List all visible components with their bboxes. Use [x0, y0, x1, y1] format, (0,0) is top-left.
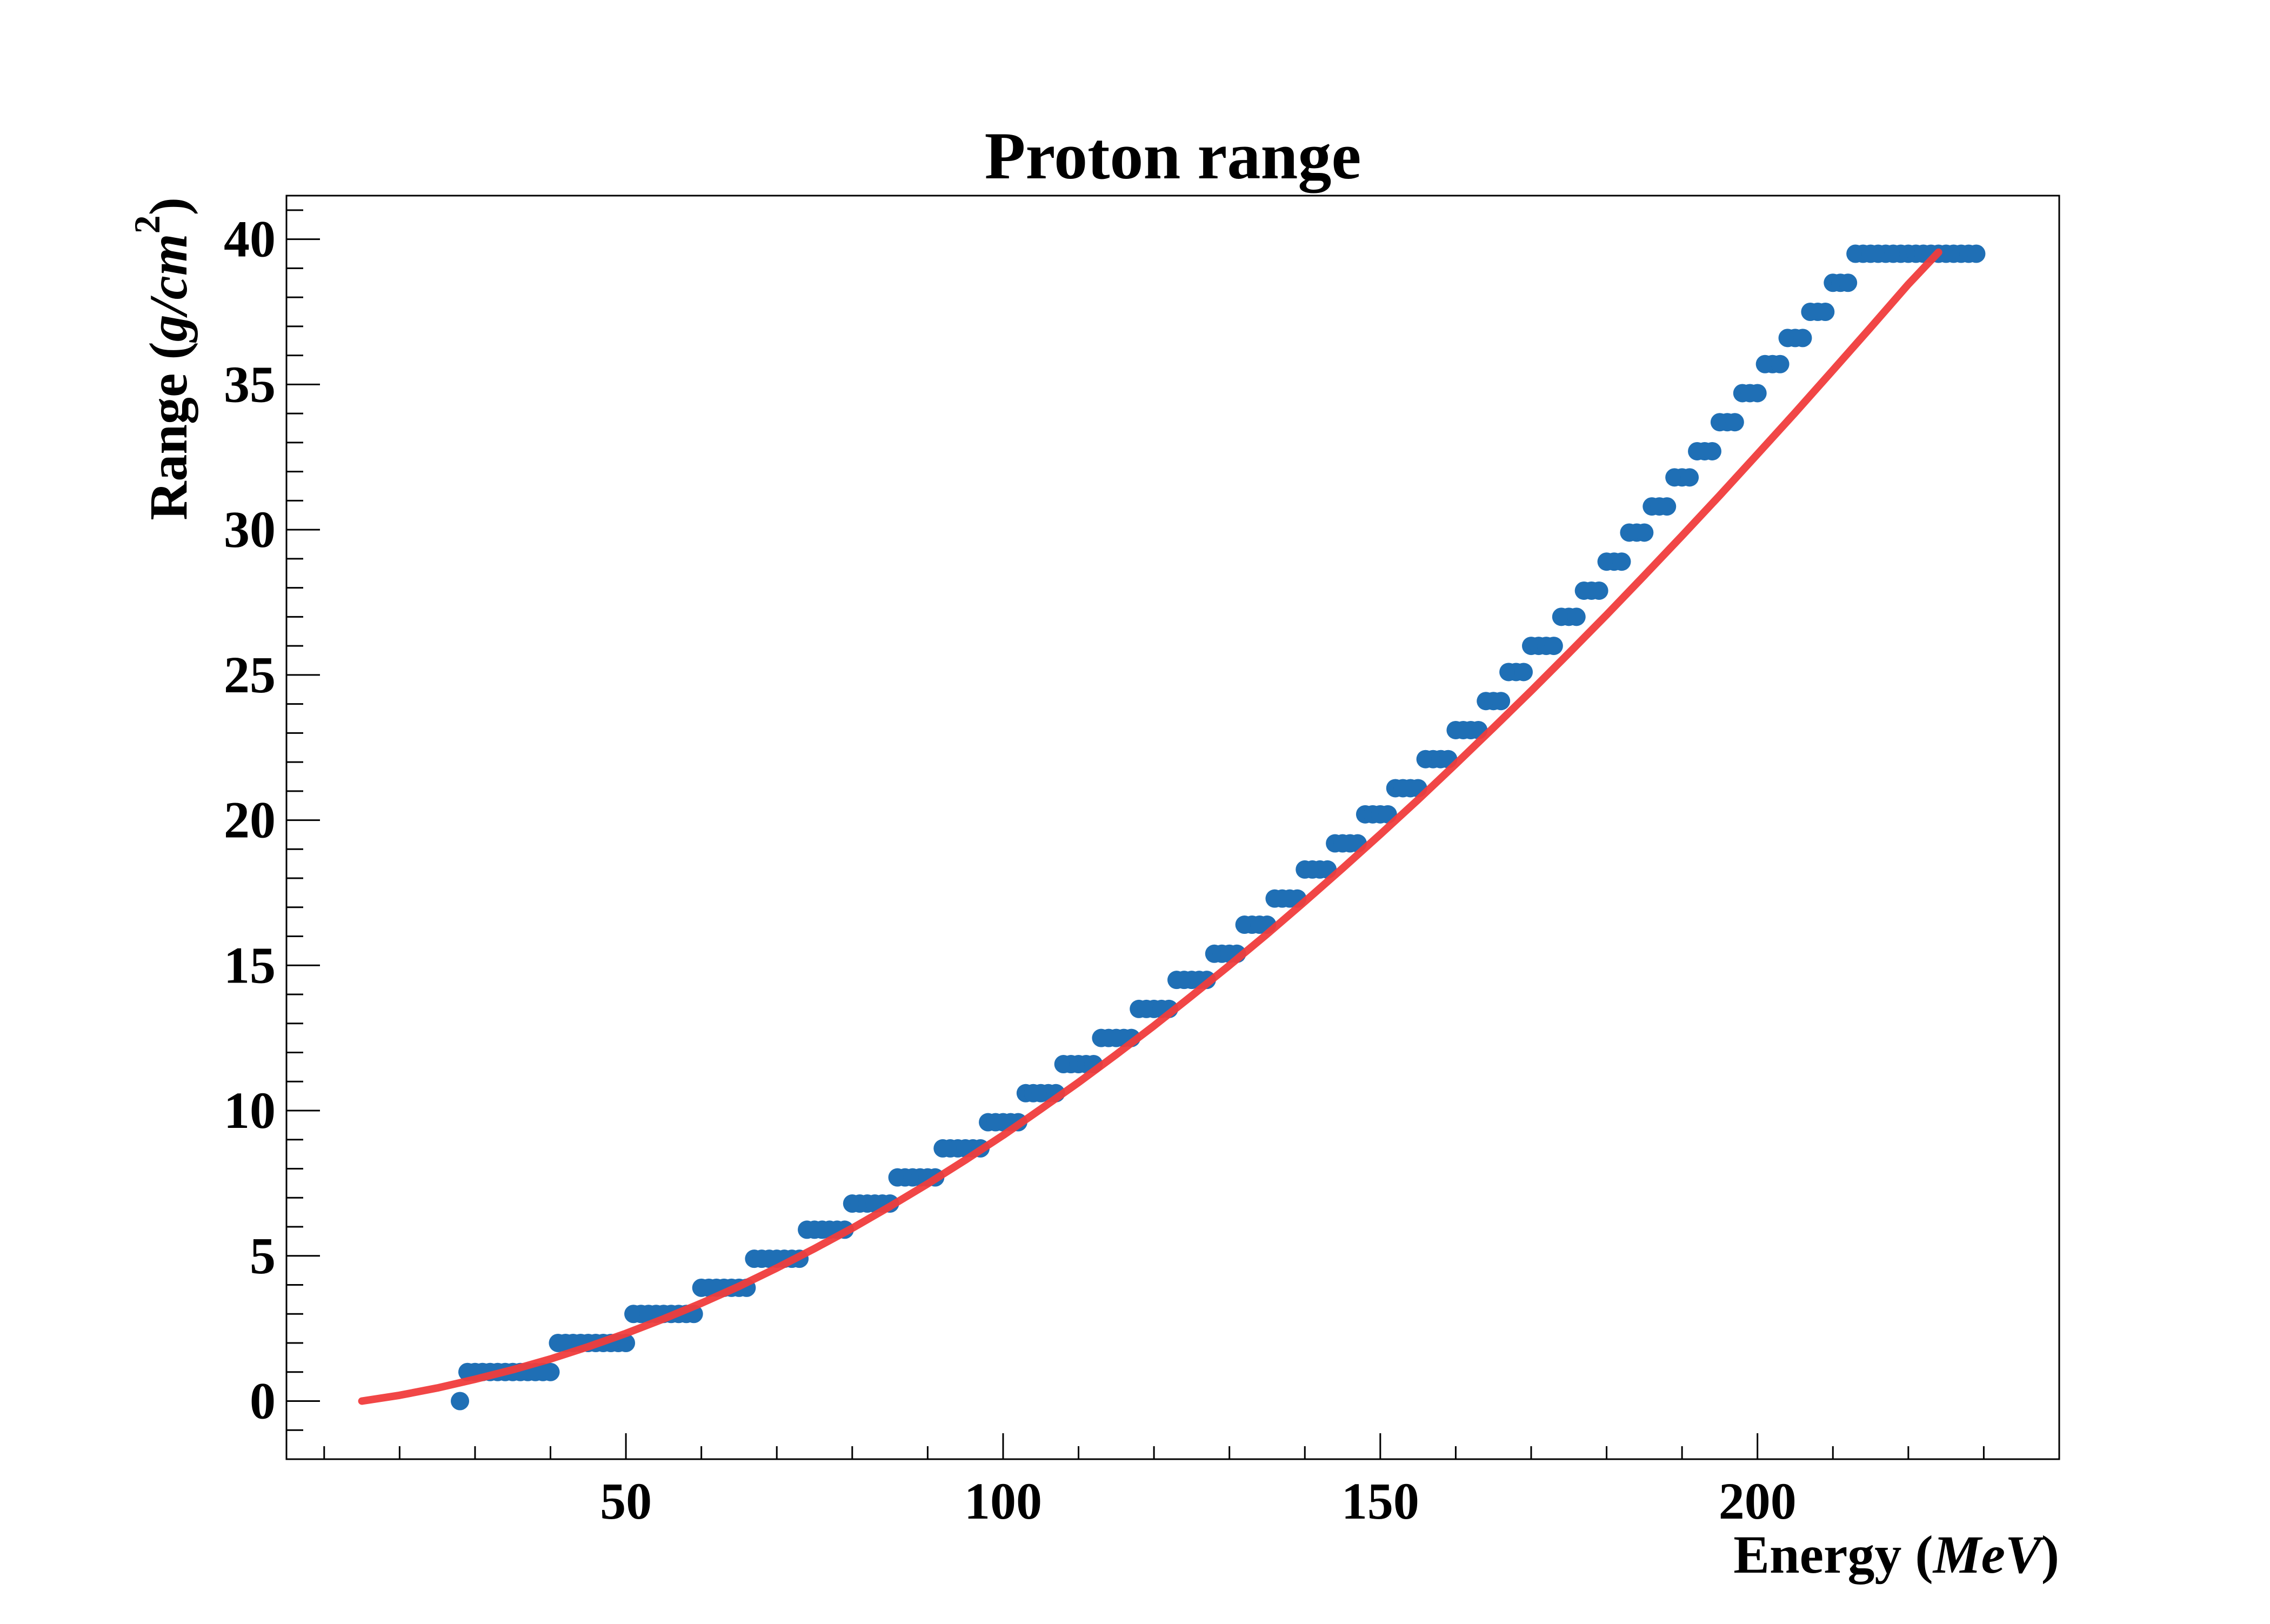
y-tick-label: 15	[224, 936, 276, 994]
y-tick-label: 10	[224, 1081, 276, 1139]
data-point	[1816, 302, 1835, 321]
data-point	[451, 1392, 470, 1411]
data-point	[1793, 329, 1812, 347]
data-point	[1635, 523, 1654, 542]
y-axis-title-text: Range (	[138, 342, 198, 520]
y-tick-label: 20	[224, 791, 276, 849]
data-point	[1748, 384, 1767, 403]
fit-curve-group	[358, 248, 1942, 1405]
x-axis-title-close: )	[2041, 1525, 2059, 1585]
y-axis-title-sup: 2	[126, 215, 168, 233]
data-points	[451, 244, 1986, 1411]
y-tick-label: 30	[224, 500, 276, 558]
x-tick-label: 100	[964, 1472, 1042, 1530]
data-point	[1702, 442, 1721, 460]
plot-frame	[285, 195, 2060, 1460]
x-tick-label: 150	[1341, 1472, 1419, 1530]
y-tick-label: 0	[250, 1372, 276, 1430]
x-axis-title: Energy (MeV)	[1733, 1525, 2059, 1585]
fit-curve	[358, 248, 1942, 1405]
data-point	[541, 1362, 560, 1381]
data-point	[1725, 413, 1744, 432]
y-tick-label: 35	[224, 355, 276, 413]
chart-title: Proton range	[985, 119, 1361, 193]
x-axis-title-unit: MeV	[1932, 1525, 2045, 1585]
data-point	[1492, 692, 1511, 711]
data-point	[1612, 552, 1631, 571]
y-tick-label: 40	[224, 210, 276, 268]
x-axis: 50 100 150 200	[323, 1433, 2060, 1530]
y-axis: 0 5 10 15 20 25 30 35 40	[224, 209, 320, 1431]
data-point	[1839, 273, 1858, 292]
data-point	[1658, 497, 1677, 516]
x-tick-label: 200	[1719, 1472, 1797, 1530]
x-axis-title-text: Energy (	[1733, 1525, 1933, 1585]
data-point	[1680, 468, 1699, 487]
y-axis-title-unit: g/cm	[138, 233, 198, 343]
y-tick-label: 5	[250, 1227, 276, 1285]
data-point	[1771, 355, 1790, 373]
data-point	[1590, 581, 1608, 600]
y-axis-title-close: )	[138, 197, 198, 215]
plot-frame-rect	[285, 195, 2060, 1460]
data-point	[1967, 244, 1986, 263]
data-point	[1514, 663, 1533, 681]
y-tick-label: 25	[224, 646, 276, 704]
data-point	[1544, 637, 1563, 656]
data-point	[1567, 607, 1586, 626]
y-axis-title: Range (g/cm2)	[126, 197, 198, 520]
x-tick-label: 50	[600, 1472, 652, 1530]
